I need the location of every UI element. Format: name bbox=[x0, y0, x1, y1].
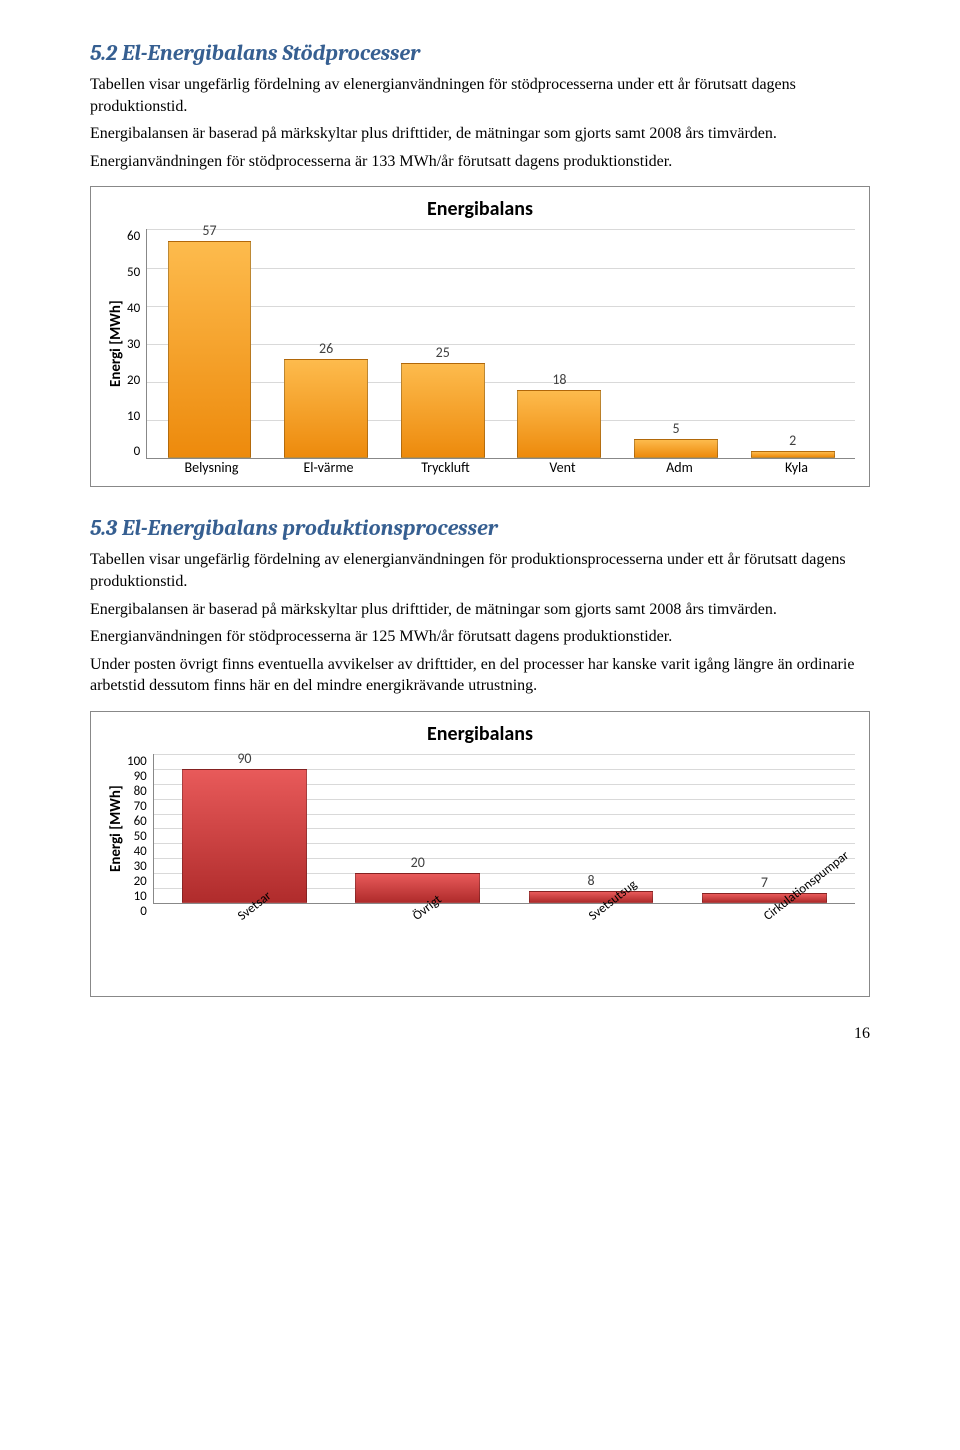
y-tick: 30 bbox=[127, 337, 140, 352]
bar: 20 bbox=[355, 873, 480, 903]
y-tick: 20 bbox=[127, 373, 140, 388]
y-axis-label: Energi [MWh] bbox=[105, 754, 127, 904]
y-tick: 60 bbox=[127, 814, 147, 829]
y-tick: 50 bbox=[127, 265, 140, 280]
x-tick-label: Adm bbox=[621, 459, 738, 476]
bar-value-label: 2 bbox=[752, 432, 834, 449]
y-tick: 40 bbox=[127, 301, 140, 316]
y-ticks: 1009080706050403020100 bbox=[127, 754, 153, 904]
plot-area: 5726251852 bbox=[146, 229, 855, 459]
bar-value-label: 18 bbox=[518, 371, 600, 388]
bar: 90 bbox=[182, 769, 307, 903]
y-tick: 0 bbox=[127, 444, 140, 459]
paragraph: Energibalansen är baserad på märkskyltar… bbox=[90, 123, 870, 145]
bar-value-label: 5 bbox=[635, 420, 717, 437]
x-tick-label: El-värme bbox=[270, 459, 387, 476]
y-tick: 20 bbox=[127, 874, 147, 889]
y-axis-label: Energi [MWh] bbox=[105, 229, 127, 459]
paragraph: Energibalansen är baserad på märkskyltar… bbox=[90, 599, 870, 621]
paragraph: Energianvändningen för stödprocesserna ä… bbox=[90, 626, 870, 648]
x-tick-label: Kyla bbox=[738, 459, 855, 476]
chart-energibalans-prod: Energibalans Energi [MWh] 10090807060504… bbox=[90, 711, 870, 997]
y-tick: 50 bbox=[127, 829, 147, 844]
y-tick: 10 bbox=[127, 889, 147, 904]
bar: 2 bbox=[751, 451, 835, 459]
x-tick-label: Vent bbox=[504, 459, 621, 476]
x-tick-label: Belysning bbox=[153, 459, 270, 476]
y-tick: 80 bbox=[127, 784, 147, 799]
section-heading-5-3: 5.3 El-Energibalans produktionsprocesser bbox=[90, 515, 870, 541]
section-heading-5-2: 5.2 El-Energibalans Stödprocesser bbox=[90, 40, 870, 66]
y-tick: 40 bbox=[127, 844, 147, 859]
page-number: 16 bbox=[90, 1025, 870, 1043]
x-tick-label: Tryckluft bbox=[387, 459, 504, 476]
y-tick: 30 bbox=[127, 859, 147, 874]
x-axis-labels: SvetsarÖvrigtSvetsutsugCirkulationspumpa… bbox=[153, 904, 855, 986]
y-tick: 100 bbox=[127, 754, 147, 769]
plot-area: 902087 bbox=[153, 754, 855, 904]
bar: 18 bbox=[517, 390, 601, 459]
bar-value-label: 20 bbox=[356, 854, 479, 871]
bar-value-label: 90 bbox=[183, 750, 306, 767]
bar-value-label: 25 bbox=[402, 344, 484, 361]
bar-value-label: 26 bbox=[285, 340, 367, 357]
y-tick: 60 bbox=[127, 229, 140, 244]
y-tick: 70 bbox=[127, 799, 147, 814]
bar: 5 bbox=[634, 439, 718, 458]
y-tick: 10 bbox=[127, 409, 140, 424]
chart-title: Energibalans bbox=[105, 722, 855, 746]
x-axis-labels: BelysningEl-värmeTryckluftVentAdmKyla bbox=[153, 459, 855, 476]
paragraph: Energianvändningen för stödprocesserna ä… bbox=[90, 151, 870, 173]
bar: 26 bbox=[284, 359, 368, 458]
bar: 25 bbox=[401, 363, 485, 458]
paragraph: Under posten övrigt finns eventuella avv… bbox=[90, 654, 870, 697]
chart-title: Energibalans bbox=[105, 197, 855, 221]
y-ticks: 60 50 40 30 20 10 0 bbox=[127, 229, 146, 459]
paragraph: Tabellen visar ungefärlig fördelning av … bbox=[90, 74, 870, 117]
chart-energibalans-stod: Energibalans Energi [MWh] 6050403020100 … bbox=[90, 186, 870, 487]
bar-value-label: 57 bbox=[169, 222, 251, 239]
y-tick: 90 bbox=[127, 769, 147, 784]
bar: 57 bbox=[168, 241, 252, 459]
paragraph: Tabellen visar ungefärlig fördelning av … bbox=[90, 549, 870, 592]
